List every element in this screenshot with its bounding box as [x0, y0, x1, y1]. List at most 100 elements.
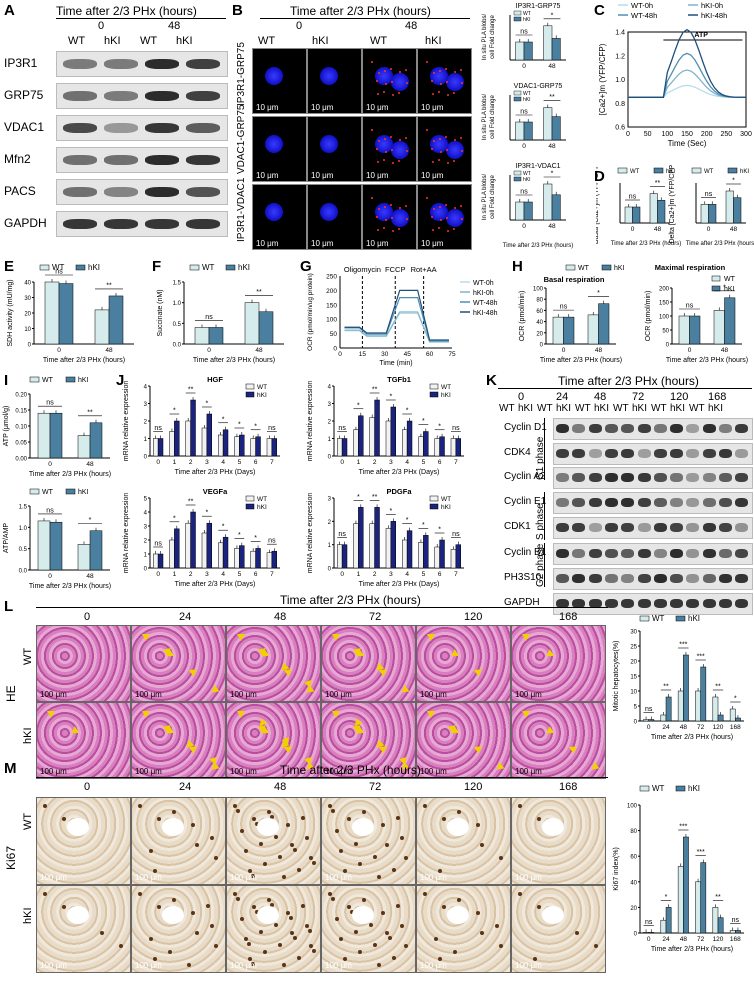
panel-l-scale-label: 100 μm: [515, 690, 542, 699]
panel-b-pla-dot: [445, 68, 447, 70]
panel-k-band: [686, 549, 700, 558]
panel-m-positive-nucleus: [233, 892, 237, 896]
panel-j-hgf-bar: [271, 438, 277, 457]
panel-k-band: [556, 574, 569, 583]
panel-m-positive-nucleus: [301, 904, 305, 908]
panel-b-pla-dot: [405, 205, 407, 207]
panel-m-positive-nucleus: [362, 898, 366, 902]
panel-j-xlabel: Time after 2/3 PHx (Days): [175, 469, 256, 476]
panel-g-ytick-label: 50: [330, 331, 338, 338]
panel-j-hgf-xtick-label: 4: [221, 459, 225, 466]
panel-j-tgf-bar: [390, 406, 396, 457]
panel-m-positive-nucleus: [240, 829, 244, 833]
panel-j-vegf-bar: [218, 542, 224, 569]
panel-m-bars-bar: [729, 930, 736, 934]
panel-d-left-legend-hki: hKI: [666, 169, 675, 175]
panel-b-pla-dot: [398, 228, 400, 230]
panel-k-band: [670, 424, 684, 433]
panel-k-band: [604, 473, 618, 482]
panel-j-pdgf-bar: [374, 507, 380, 569]
panel-b-pla-dot: [433, 208, 435, 210]
panel-b-pla-dot: [405, 69, 407, 71]
panel-b-pla-dot: [392, 162, 394, 164]
panel-k-band: [637, 523, 651, 532]
panel-f-bar: [208, 327, 224, 345]
panel-m-bars-sig-label: ***: [679, 824, 687, 831]
panel-b-pla-dot: [439, 70, 441, 72]
panel-b-pla-dot: [376, 148, 378, 150]
panel-label-a: A: [4, 2, 15, 19]
panel-m-positive-nucleus: [434, 937, 438, 941]
panel-j-vegf-bar: [222, 536, 229, 569]
panel-k-phase-bracket: [544, 543, 545, 587]
panel-l-wt-label: WT: [22, 647, 34, 665]
panel-k-wt-label: WT: [499, 403, 515, 414]
panel-b-pla-dot: [392, 230, 394, 232]
panel-m-scale-label: 100 μm: [420, 961, 447, 970]
panel-l-title: Time after 2/3 PHx (hours): [280, 593, 421, 607]
panel-j-hgf-bar: [169, 431, 175, 457]
panel-m-bars-ytick-label: 0: [634, 932, 638, 938]
panel-l-mitosis-arrow: [142, 634, 150, 641]
panel-l-hour-label: 120: [464, 611, 483, 623]
panel-b-bars-2-bar: [515, 201, 525, 221]
panel-j-vegf-sig-label: ns: [154, 541, 162, 548]
panel-b-pla-dot: [440, 151, 442, 153]
panel-m-bars-bar: [735, 930, 741, 934]
panel-b-pla-dot: [385, 83, 387, 85]
panel-e-legend-wt-swatch: [39, 264, 50, 271]
panel-d-left-legend-wt-swatch: [617, 167, 628, 174]
panel-b-legend-hki: hKI: [523, 177, 531, 183]
panel-b-micrograph: 10 μm: [307, 184, 362, 250]
panel-b-nucleus: [320, 67, 338, 85]
panel-m-positive-nucleus: [157, 817, 161, 821]
panel-j-legend-hki-swatch: [429, 391, 439, 398]
panel-k-band: [637, 473, 651, 482]
panel-d-basal-bar: [649, 193, 658, 224]
panel-h-basal-ytick-label: 60: [536, 309, 543, 315]
panel-k-band: [735, 498, 749, 507]
panel-j-legend-hki: hKI: [257, 504, 267, 511]
panel-k-band: [735, 599, 749, 608]
panel-k-band: [637, 449, 651, 458]
panel-j-pdgf-xtick-label: 3: [389, 571, 393, 578]
panel-k-wt-label: WT: [537, 403, 553, 414]
panel-m-bars-xtick-label: 48: [680, 936, 688, 943]
panel-j-tgf-sig-label: *: [438, 423, 441, 430]
panel-l-mitosis-arrow: [472, 743, 482, 754]
panel-l-mitosis-arrow: [187, 666, 197, 677]
panel-l-bars-ytick-label: 0: [634, 720, 638, 726]
panel-b-ylabel: In situ PLA blobs/: [482, 173, 488, 220]
panel-k-protein-label: GAPDH: [504, 597, 540, 608]
panel-k-hki-label: hKI: [594, 403, 610, 414]
panel-k-band: [686, 498, 700, 507]
panel-b-pla-dot: [440, 83, 442, 85]
panel-f-ytick-label: 0.0: [173, 343, 182, 349]
panel-j-hgf-bar: [190, 399, 196, 457]
panel-k-band: [719, 473, 732, 482]
panel-l-hour-label: 24: [179, 611, 192, 623]
panel-j-tgf-bar: [439, 436, 445, 457]
panel-j-tgf-bar: [423, 431, 429, 457]
panel-a-time-0: 0: [98, 20, 105, 32]
panel-l-bars-sig-label: ***: [679, 642, 687, 649]
panel-j-tgf-sig-label: *: [357, 402, 360, 409]
panel-j-pdgf-xtick-label: 4: [405, 571, 409, 578]
panel-m-positive-nucleus: [305, 836, 309, 840]
panel-l-bars-bar: [677, 690, 684, 722]
panel-b-legend-hki: hKI: [523, 97, 531, 103]
panel-j-pdgf-bar: [358, 507, 364, 569]
panel-j-vegf-bar: [153, 553, 159, 569]
panel-l-scale-label: 100 μm: [230, 767, 257, 776]
panel-b-scale-label: 10 μm: [311, 171, 334, 180]
panel-m-positive-nucleus: [290, 931, 294, 935]
panel-i-bottom-legend-wt: WT: [42, 489, 54, 496]
panel-j-tgf-bar: [406, 420, 413, 457]
panel-c-xtick-label: 100: [661, 131, 673, 138]
panel-j-tgf-ytick-label: 0: [328, 455, 332, 461]
panel-k-hour-label: 72: [632, 391, 645, 403]
panel-b-pla-dot: [431, 80, 433, 82]
panel-m-positive-nucleus: [335, 917, 339, 921]
panel-k-band: [572, 498, 586, 507]
panel-b-title: Time after 2/3 PHx (hours): [290, 4, 431, 18]
